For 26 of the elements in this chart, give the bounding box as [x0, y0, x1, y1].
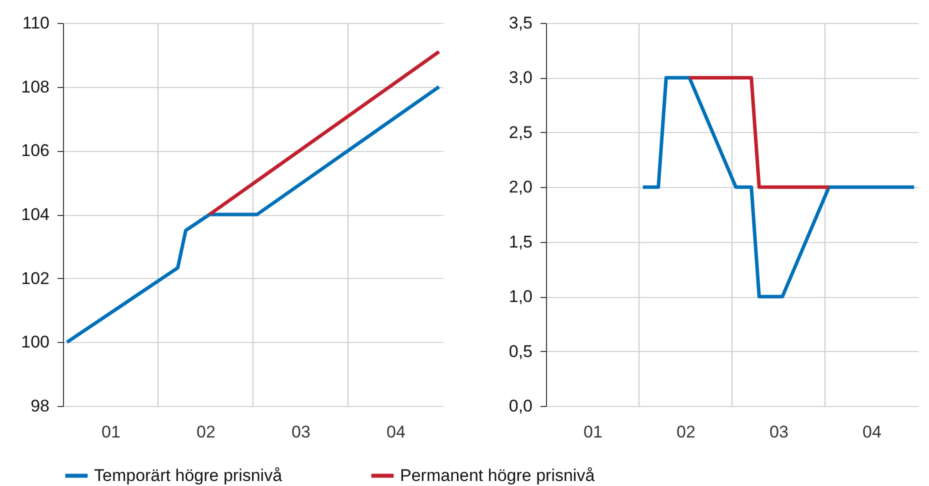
y-tick-label: 2,0: [508, 178, 532, 197]
y-tick-label: 1,5: [508, 232, 532, 252]
legend-label: Temporärt högre prisnivå: [94, 466, 283, 485]
y-tick-label: 108: [21, 77, 50, 96]
x-tick-label: 02: [676, 422, 696, 442]
y-tick-label: 3,0: [508, 68, 532, 88]
y-tick-label: 102: [21, 268, 50, 288]
y-tick-label: 0,0: [508, 396, 532, 416]
line-series: [65, 85, 441, 344]
y-tick-label: 104: [21, 205, 50, 224]
y-tick-label: 98: [30, 396, 50, 416]
y-tick-label: 110: [22, 14, 50, 32]
x-tick-label: 03: [292, 422, 310, 442]
y-tick-label: 3,5: [508, 14, 532, 32]
x-tick-label: 03: [770, 422, 788, 442]
x-tick-label: 01: [584, 422, 602, 442]
x-tick-label: 01: [102, 422, 120, 442]
x-tick-label: 02: [196, 422, 216, 442]
x-tick-label: 04: [862, 422, 882, 442]
x-tick-label: 04: [386, 422, 406, 442]
y-tick-label: 106: [21, 141, 50, 160]
y-tick-label: 0,5: [508, 342, 532, 361]
y-tick-label: 1,0: [508, 287, 532, 306]
y-tick-label: 2,5: [508, 122, 532, 142]
y-tick-label: 100: [21, 332, 50, 352]
legend-label: Permanent högre prisnivå: [400, 466, 596, 485]
